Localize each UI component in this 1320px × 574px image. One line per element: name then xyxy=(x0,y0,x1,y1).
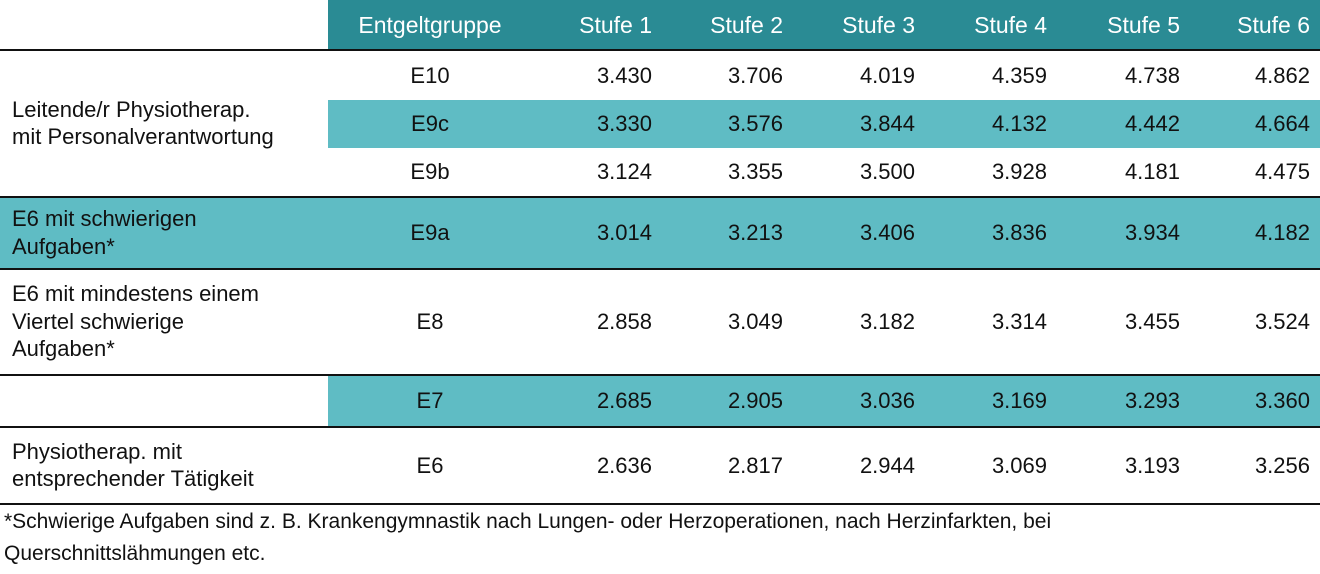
value-cell: 3.314 xyxy=(991,309,1047,334)
header-cell: Stufe 6 xyxy=(1237,12,1310,38)
value-cell: 4.738 xyxy=(1124,62,1180,88)
value-cell: 3.576 xyxy=(727,111,783,136)
value-cell: 3.256 xyxy=(1254,452,1310,478)
value-cell: 3.182 xyxy=(859,309,915,334)
separator xyxy=(0,196,1320,198)
value-cell: 4.475 xyxy=(1254,159,1310,184)
value-cell: 3.330 xyxy=(596,111,652,136)
value-cell: 3.036 xyxy=(859,388,915,413)
value-cell: 4.442 xyxy=(1124,111,1180,136)
value-cell: 4.181 xyxy=(1124,159,1180,184)
value-cell: 2.905 xyxy=(727,388,783,413)
group-cell: E7 xyxy=(416,388,444,413)
row-band xyxy=(0,198,1320,268)
header-cell: Stufe 1 xyxy=(579,12,652,38)
header-cell: Stufe 3 xyxy=(842,12,915,38)
section-label: Aufgaben* xyxy=(12,233,115,259)
section-label: E6 mit schwierigen xyxy=(12,206,197,231)
value-cell: 3.124 xyxy=(596,159,652,184)
header-cell: Stufe 4 xyxy=(974,12,1047,38)
footnote: Querschnittslähmungen etc. xyxy=(4,542,266,565)
value-cell: 3.524 xyxy=(1254,309,1310,334)
section-label: Viertel schwierige xyxy=(12,308,185,334)
value-cell: 3.049 xyxy=(727,309,783,334)
value-cell: 4.664 xyxy=(1254,111,1310,136)
section-label: Physiotherap. mit xyxy=(12,438,182,464)
section-label: Aufgaben* xyxy=(12,336,115,361)
value-cell: 4.132 xyxy=(991,111,1047,136)
row-band xyxy=(328,376,1320,426)
value-cell: 2.858 xyxy=(596,309,652,334)
value-cell: 4.359 xyxy=(991,62,1047,88)
value-cell: 2.636 xyxy=(596,452,652,478)
value-cell: 3.430 xyxy=(596,62,652,88)
separator xyxy=(0,503,1320,505)
group-cell: E9a xyxy=(410,220,450,245)
value-cell: 3.355 xyxy=(727,159,783,184)
section-label: E6 mit mindestens einem xyxy=(12,281,259,306)
value-cell: 3.706 xyxy=(727,62,783,88)
value-cell: 3.934 xyxy=(1124,220,1180,245)
separator xyxy=(0,268,1320,270)
value-cell: 3.500 xyxy=(859,159,915,184)
header-band xyxy=(328,0,1320,50)
group-cell: E8 xyxy=(416,309,444,334)
value-cell: 3.193 xyxy=(1124,452,1180,478)
value-cell: 3.844 xyxy=(859,111,915,136)
value-cell: 3.069 xyxy=(991,452,1047,478)
separator xyxy=(0,49,1320,51)
value-cell: 3.213 xyxy=(727,220,783,245)
group-cell: E9b xyxy=(410,159,450,184)
footnote: *Schwierige Aufgaben sind z. B. Krankeng… xyxy=(4,510,1052,533)
group-cell: E6 xyxy=(416,452,444,478)
value-cell: 2.944 xyxy=(859,452,915,478)
header-cell: Stufe 5 xyxy=(1107,12,1180,38)
separator xyxy=(0,374,1320,376)
value-cell: 3.836 xyxy=(991,220,1047,245)
header-cell: Entgeltgruppe xyxy=(358,12,502,38)
value-cell: 3.293 xyxy=(1124,388,1180,413)
value-cell: 3.169 xyxy=(991,388,1047,413)
row-band xyxy=(328,100,1320,148)
value-cell: 2.685 xyxy=(596,388,652,413)
value-cell: 3.360 xyxy=(1254,388,1310,413)
value-cell: 3.406 xyxy=(859,220,915,245)
separator xyxy=(0,426,1320,428)
value-cell: 4.019 xyxy=(859,62,915,88)
value-cell: 3.014 xyxy=(596,220,652,245)
value-cell: 3.928 xyxy=(991,159,1047,184)
value-cell: 3.455 xyxy=(1124,309,1180,334)
group-cell: E10 xyxy=(410,62,450,88)
section-label: entsprechender Tätigkeit xyxy=(12,466,254,491)
section-label: Leitende/r Physiotherap. xyxy=(12,96,251,122)
value-cell: 4.182 xyxy=(1254,220,1310,245)
value-cell: 2.817 xyxy=(727,452,783,478)
header-cell: Stufe 2 xyxy=(710,12,783,38)
section-label: mit Personalverantwortung xyxy=(12,124,274,149)
group-cell: E9c xyxy=(411,111,449,136)
value-cell: 4.862 xyxy=(1254,62,1310,88)
